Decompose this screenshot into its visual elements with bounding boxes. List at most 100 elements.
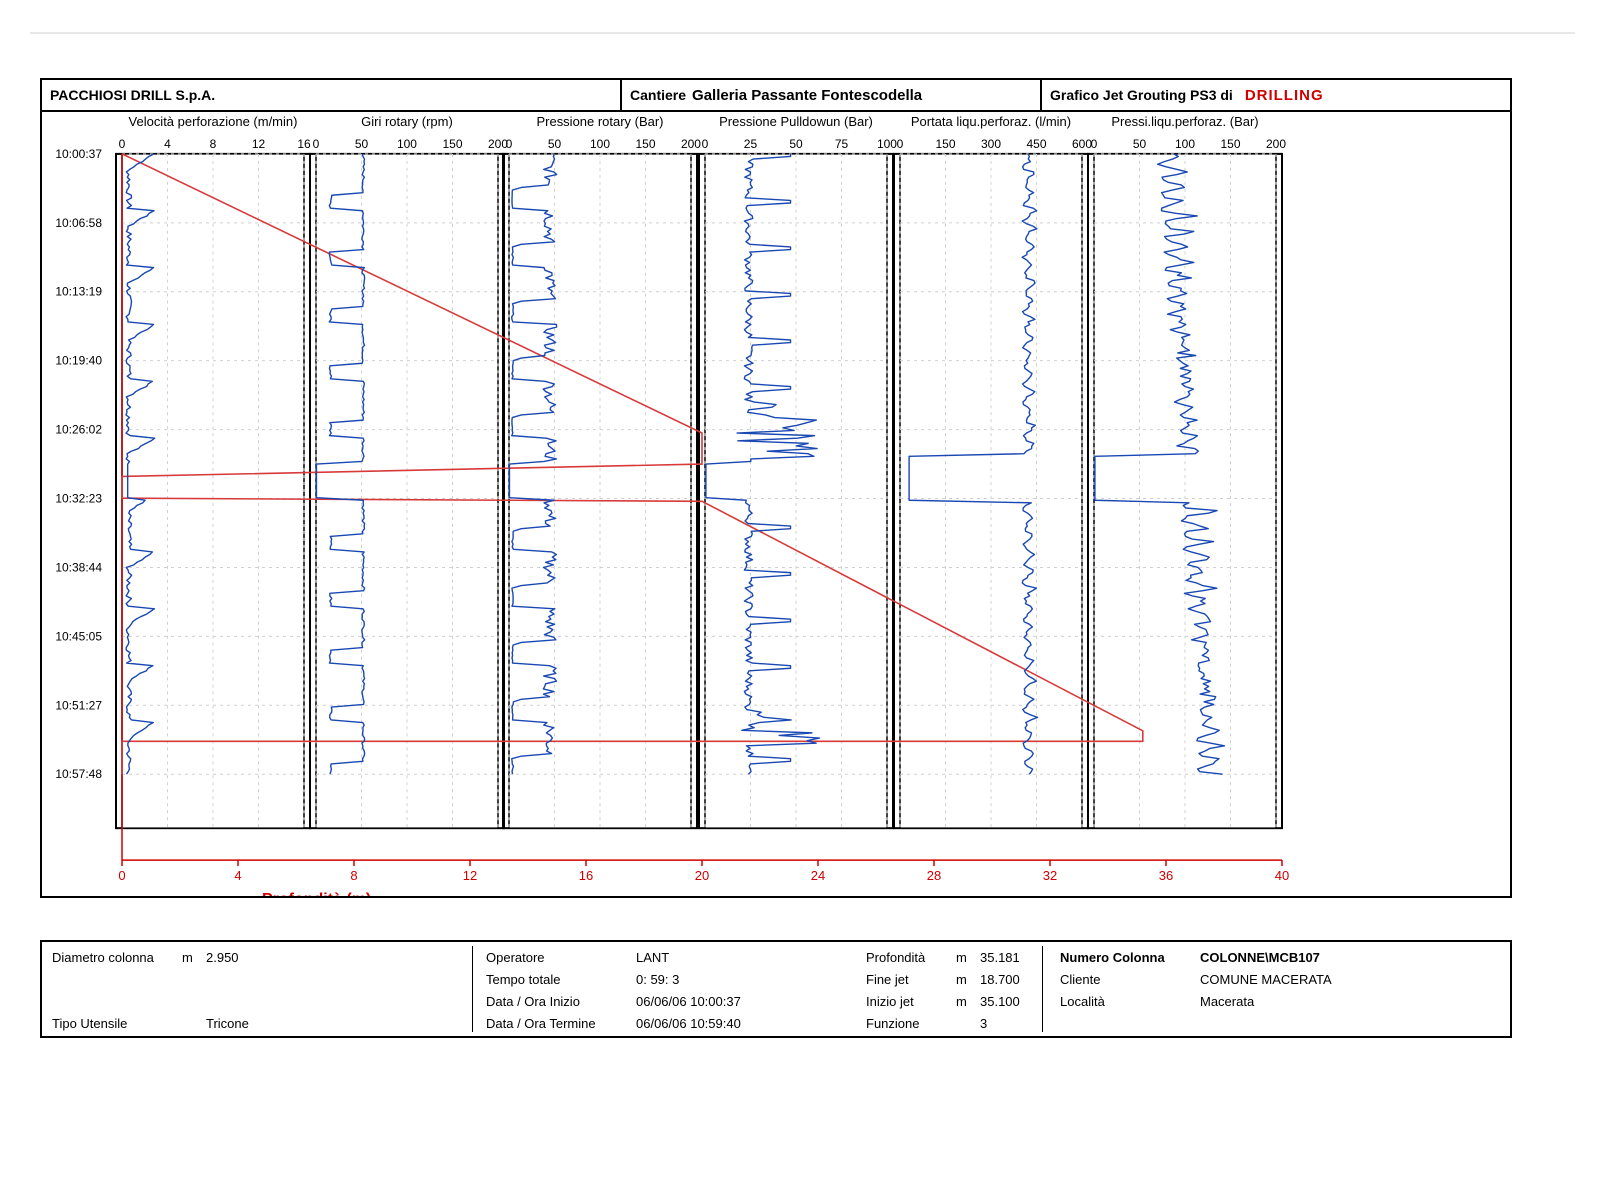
di-val: 06/06/06 10:00:37 — [636, 994, 741, 1009]
dt-val: 06/06/06 10:59:40 — [636, 1016, 741, 1031]
charts-area: 0481216Velocità perforazione (m/min)0501… — [42, 110, 1510, 896]
fj-unit: m — [956, 972, 980, 987]
op-val: LANT — [636, 950, 669, 965]
svg-text:150: 150 — [635, 137, 655, 151]
svg-text:25: 25 — [744, 137, 758, 151]
footer-frame: Diametro colonna m 2.950 Tipo Utensile T… — [40, 940, 1512, 1038]
svg-text:200: 200 — [681, 137, 701, 151]
header-site-cell: Cantiere Galleria Passante Fontescodella — [622, 80, 1042, 110]
footer-col1: Diametro colonna m 2.950 Tipo Utensile T… — [52, 946, 452, 1034]
svg-text:Pressione Pulldowun (Bar): Pressione Pulldowun (Bar) — [719, 114, 873, 129]
svg-text:12: 12 — [252, 137, 266, 151]
svg-text:Profondità (m): Profondità (m) — [262, 891, 371, 896]
company-name: PACCHIOSI DRILL S.p.A. — [50, 87, 215, 103]
svg-text:50: 50 — [1133, 137, 1147, 151]
svg-text:20: 20 — [695, 868, 709, 883]
svg-text:10:51:27: 10:51:27 — [55, 698, 102, 712]
di-label: Data / Ora Inizio — [486, 994, 636, 1009]
svg-text:200: 200 — [1266, 137, 1286, 151]
header-graph-cell: Grafico Jet Grouting PS3 di DRILLING — [1042, 80, 1510, 110]
svg-text:24: 24 — [811, 868, 825, 883]
svg-text:150: 150 — [935, 137, 955, 151]
svg-text:0: 0 — [118, 868, 125, 883]
svg-text:50: 50 — [355, 137, 369, 151]
svg-text:100: 100 — [877, 137, 897, 151]
report-frame: PACCHIOSI DRILL S.p.A. Cantiere Galleria… — [40, 78, 1512, 898]
svg-text:0: 0 — [702, 137, 709, 151]
svg-text:4: 4 — [234, 868, 241, 883]
svg-text:10:06:58: 10:06:58 — [55, 216, 102, 230]
svg-text:50: 50 — [789, 137, 803, 151]
svg-text:32: 32 — [1043, 868, 1057, 883]
svg-text:Pressione rotary (Bar): Pressione rotary (Bar) — [536, 114, 663, 129]
svg-text:10:00:37: 10:00:37 — [55, 147, 102, 161]
ij-unit: m — [956, 994, 980, 1009]
numcol-label: Numero Colonna — [1060, 950, 1200, 965]
svg-text:10:13:19: 10:13:19 — [55, 285, 102, 299]
svg-text:10:57:48: 10:57:48 — [55, 767, 102, 781]
cli-label: Cliente — [1060, 972, 1200, 987]
diam-col-val: 2.950 — [206, 950, 239, 965]
svg-text:450: 450 — [1026, 137, 1046, 151]
svg-text:0: 0 — [313, 137, 320, 151]
tt-label: Tempo totale — [486, 972, 636, 987]
svg-text:10:32:23: 10:32:23 — [55, 492, 102, 506]
header-row: PACCHIOSI DRILL S.p.A. Cantiere Galleria… — [42, 80, 1510, 112]
dt-label: Data / Ora Termine — [486, 1016, 636, 1031]
svg-text:100: 100 — [590, 137, 610, 151]
fj-val: 18.700 — [980, 972, 1020, 987]
svg-text:8: 8 — [210, 137, 217, 151]
graph-label: Grafico Jet Grouting PS3 di — [1050, 87, 1233, 103]
diam-col-unit: m — [182, 950, 206, 965]
svg-text:100: 100 — [1175, 137, 1195, 151]
chart-svg: 0481216Velocità perforazione (m/min)0501… — [42, 110, 1510, 896]
fj-label: Fine jet — [866, 972, 956, 987]
svg-text:Giri rotary (rpm): Giri rotary (rpm) — [361, 114, 453, 129]
graph-mode: DRILLING — [1245, 87, 1324, 104]
cli-val: COMUNE MACERATA — [1200, 972, 1332, 987]
svg-text:Velocità perforazione (m/min): Velocità perforazione (m/min) — [129, 114, 298, 129]
svg-text:50: 50 — [548, 137, 562, 151]
svg-text:10:26:02: 10:26:02 — [55, 423, 102, 437]
tipo-ut-val: Tricone — [206, 1016, 249, 1031]
svg-text:36: 36 — [1159, 868, 1173, 883]
fz-val: 3 — [980, 1016, 987, 1031]
prof-label: Profondità — [866, 950, 956, 965]
fz-label: Funzione — [866, 1016, 980, 1031]
svg-text:12: 12 — [463, 868, 477, 883]
svg-text:10:45:05: 10:45:05 — [55, 629, 102, 643]
svg-text:10:19:40: 10:19:40 — [55, 354, 102, 368]
svg-text:100: 100 — [397, 137, 417, 151]
ij-label: Inizio jet — [866, 994, 956, 1009]
site-label: Cantiere — [630, 87, 686, 103]
ij-val: 35.100 — [980, 994, 1020, 1009]
tt-val: 0: 59: 3 — [636, 972, 679, 987]
diam-col-label: Diametro colonna — [52, 950, 182, 965]
loc-label: Località — [1060, 994, 1200, 1009]
numcol-val: COLONNE\MCB107 — [1200, 950, 1320, 965]
svg-text:8: 8 — [350, 868, 357, 883]
svg-text:16: 16 — [297, 137, 311, 151]
svg-text:0: 0 — [897, 137, 904, 151]
svg-text:600: 600 — [1072, 137, 1092, 151]
page-top-rule — [30, 32, 1575, 34]
op-label: Operatore — [486, 950, 636, 965]
tipo-ut-label: Tipo Utensile — [52, 1016, 206, 1031]
svg-text:4: 4 — [164, 137, 171, 151]
svg-text:16: 16 — [579, 868, 593, 883]
prof-unit: m — [956, 950, 980, 965]
svg-text:10:38:44: 10:38:44 — [55, 560, 102, 574]
footer-col2: Operatore LANT Tempo totale 0: 59: 3 Dat… — [486, 946, 856, 1034]
svg-text:0: 0 — [119, 137, 126, 151]
svg-text:75: 75 — [835, 137, 849, 151]
prof-val: 35.181 — [980, 950, 1020, 965]
svg-text:150: 150 — [442, 137, 462, 151]
header-company-cell: PACCHIOSI DRILL S.p.A. — [42, 80, 622, 110]
footer-sep2 — [1042, 946, 1043, 1032]
footer-sep1 — [472, 946, 473, 1032]
svg-text:Pressi.liqu.perforaz. (Bar): Pressi.liqu.perforaz. (Bar) — [1111, 114, 1258, 129]
svg-text:40: 40 — [1275, 868, 1289, 883]
footer-col4: Numero Colonna COLONNE\MCB107 Cliente CO… — [1060, 946, 1500, 1012]
svg-text:0: 0 — [1091, 137, 1098, 151]
site-value: Galleria Passante Fontescodella — [692, 87, 922, 104]
